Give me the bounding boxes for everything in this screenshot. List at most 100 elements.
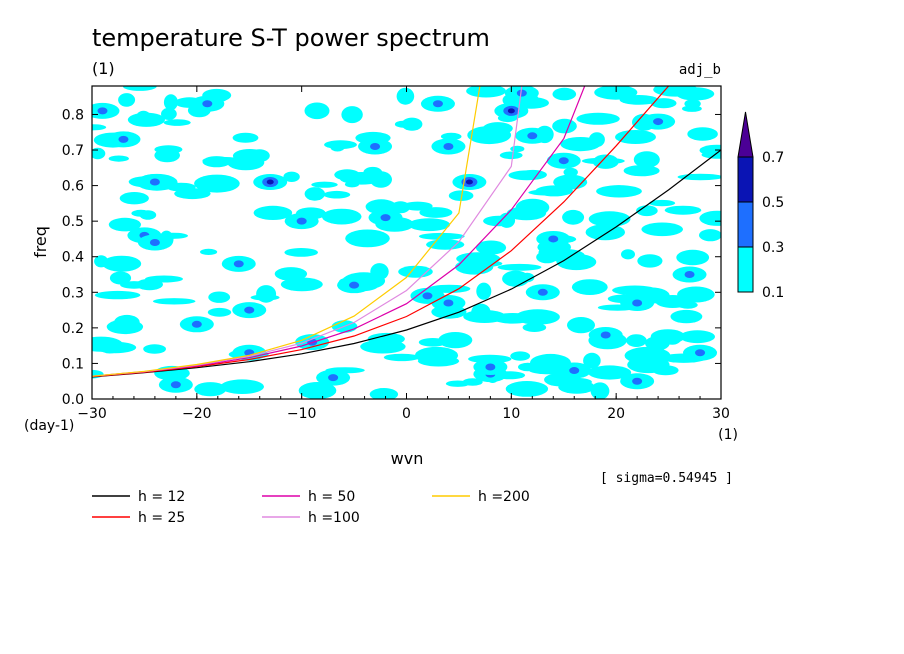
colorbar-band [737, 156, 754, 203]
contour-texture [383, 353, 420, 362]
contour-texture [330, 142, 345, 152]
power-contour [507, 108, 515, 114]
dispersion-curves [92, 86, 721, 378]
contour-texture [585, 224, 625, 241]
contour-texture [284, 248, 319, 257]
contour-texture [664, 205, 702, 215]
contour-texture [92, 147, 106, 160]
contour-texture [626, 334, 647, 347]
power-contour [558, 157, 569, 165]
contour-texture [682, 105, 702, 112]
legend-label: h = 25 [138, 510, 185, 526]
contour-texture [120, 281, 149, 289]
contour-texture [102, 255, 142, 272]
contour-texture [556, 253, 597, 271]
y-tick-label: 0.2 [62, 321, 84, 337]
contour-texture [114, 314, 140, 330]
contour-texture [174, 188, 211, 200]
contour-texture [562, 209, 585, 225]
y-axis-ticks: 0.0 0.1 0.2 0.3 0.4 0.5 0.6 0.7 0.8 [62, 107, 721, 408]
x-tick-label: 0 [402, 406, 411, 422]
power-contour [97, 107, 108, 115]
y-axis-unit: (day-1) [24, 418, 74, 434]
power-contour [149, 239, 160, 246]
power-contour [684, 271, 695, 279]
power-contour [191, 320, 202, 328]
contour-texture [510, 351, 531, 361]
curve-h200 [92, 86, 481, 377]
contour-texture [321, 208, 362, 225]
y-tick-label: 0.8 [62, 107, 84, 123]
colorbar-label: 0.5 [762, 195, 784, 211]
contour-texture [581, 157, 625, 165]
contour-texture [615, 130, 656, 144]
title-unit: (1) [92, 59, 115, 78]
power-contour [443, 142, 454, 150]
contour-texture [122, 86, 157, 91]
contour-texture [108, 155, 129, 162]
contour-texture [118, 93, 136, 107]
contour-texture [645, 336, 670, 351]
y-tick-label: 0.5 [62, 214, 84, 230]
contour-texture [594, 86, 638, 100]
y-tick-label: 0.0 [62, 392, 84, 408]
contour-texture [699, 229, 721, 242]
contour-texture [418, 232, 465, 240]
x-axis-unit: (1) [718, 427, 738, 443]
contour-texture [670, 309, 703, 324]
contour-texture [510, 145, 525, 153]
power-contour [695, 349, 706, 357]
x-tick-label: 30 [712, 406, 730, 422]
dataset-label: adj_b [679, 62, 721, 78]
x-axis-label: wvn [391, 449, 424, 468]
contour-texture [220, 379, 264, 395]
curve-h25 [92, 86, 670, 378]
contour-texture [522, 323, 547, 332]
contour-texture [92, 124, 107, 131]
contour-texture [143, 344, 167, 354]
contour-texture [344, 181, 360, 188]
contour-texture [476, 282, 492, 300]
contour-texture [253, 205, 293, 220]
contour-texture [119, 192, 149, 205]
power-contour [443, 299, 454, 307]
power-contour [202, 100, 213, 108]
power-contour [370, 142, 381, 150]
x-axis-ticks: −30 −20 −10 0 10 20 30 [77, 86, 730, 422]
contour-texture [596, 185, 642, 198]
contour-texture [471, 303, 491, 321]
contour-texture [552, 118, 577, 134]
contour-texture [699, 144, 721, 156]
power-contour [516, 89, 527, 97]
power-contour [653, 118, 664, 126]
contour-texture [139, 210, 157, 220]
contour-texture [440, 132, 462, 141]
contour-texture [467, 126, 512, 145]
contour-texture [528, 189, 570, 196]
x-tick-label: −20 [182, 406, 212, 422]
contour-texture [283, 171, 300, 182]
contour-texture [152, 298, 196, 305]
contour-texture [552, 87, 577, 101]
power-contour [296, 217, 307, 225]
contour-texture [200, 248, 218, 255]
power-contour [569, 367, 580, 375]
colorbar-label: 0.7 [762, 150, 784, 166]
power-contour [537, 288, 548, 296]
colorbar: 0.1 0.3 0.5 0.7 [737, 111, 784, 301]
contour-texture [419, 207, 453, 218]
power-contour [632, 299, 643, 307]
legend-label: h = 12 [138, 489, 185, 505]
contour-texture [445, 380, 470, 387]
contour-texture [699, 210, 721, 226]
power-contour [422, 292, 433, 300]
contour-texture [408, 218, 451, 232]
power-contour [118, 135, 129, 143]
contour-texture [676, 249, 710, 266]
contour-texture [438, 332, 473, 349]
contour-texture [567, 317, 595, 334]
contour-texture [483, 215, 515, 227]
contour-texture [341, 106, 363, 124]
y-tick-label: 0.7 [62, 143, 84, 159]
